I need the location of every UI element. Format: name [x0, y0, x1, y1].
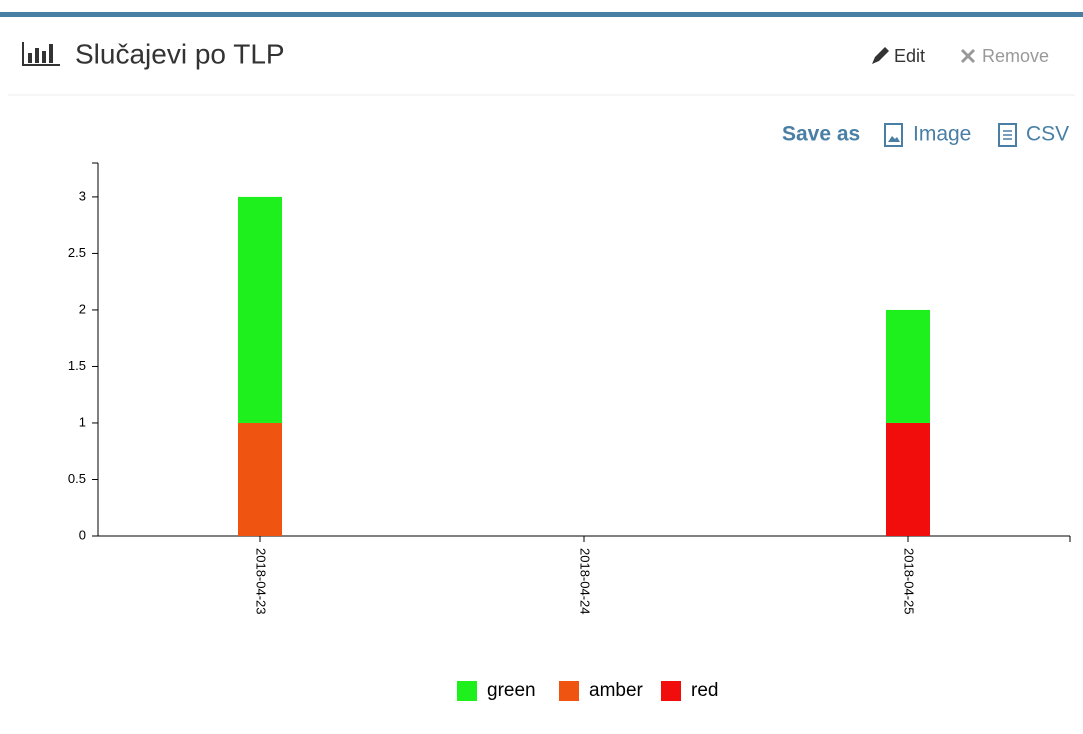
- y-tick-label: 0: [79, 527, 86, 542]
- save-image[interactable]: Image: [884, 123, 971, 147]
- save-image-label[interactable]: Image: [913, 123, 971, 146]
- bar-segment: [886, 422, 930, 536]
- y-tick-label: 1.5: [68, 358, 86, 373]
- edit-button[interactable]: Edit: [872, 46, 925, 66]
- legend-swatch: [661, 681, 681, 701]
- edit-label[interactable]: Edit: [894, 46, 925, 66]
- bar-segment: [238, 422, 282, 536]
- widget-title: Slučajevi po TLP: [75, 38, 285, 69]
- x-tick-label: 2018-04-23: [254, 548, 269, 615]
- save-as-label: Save as: [782, 123, 860, 146]
- bar-segment: [238, 196, 282, 423]
- y-tick-label: 0.5: [68, 471, 86, 486]
- remove-button[interactable]: Remove: [960, 46, 1049, 66]
- save-csv-label[interactable]: CSV: [1026, 123, 1069, 146]
- legend-label: red: [691, 680, 718, 701]
- save-csv[interactable]: CSV: [998, 123, 1069, 147]
- top-border: [0, 12, 1083, 17]
- remove-label[interactable]: Remove: [982, 46, 1049, 66]
- y-tick-label: 2: [79, 301, 86, 316]
- legend-label: amber: [589, 680, 644, 701]
- legend-swatch: [559, 681, 579, 701]
- y-tick-label: 3: [79, 188, 86, 203]
- y-tick-label: 2.5: [68, 245, 86, 260]
- chart-icon: [22, 42, 60, 66]
- bar-segment: [886, 309, 930, 423]
- y-tick-label: 1: [79, 414, 86, 429]
- x-tick-label: 2018-04-24: [578, 548, 593, 615]
- x-tick-label: 2018-04-25: [902, 548, 917, 615]
- legend-label: green: [487, 680, 536, 701]
- legend-swatch: [457, 681, 477, 701]
